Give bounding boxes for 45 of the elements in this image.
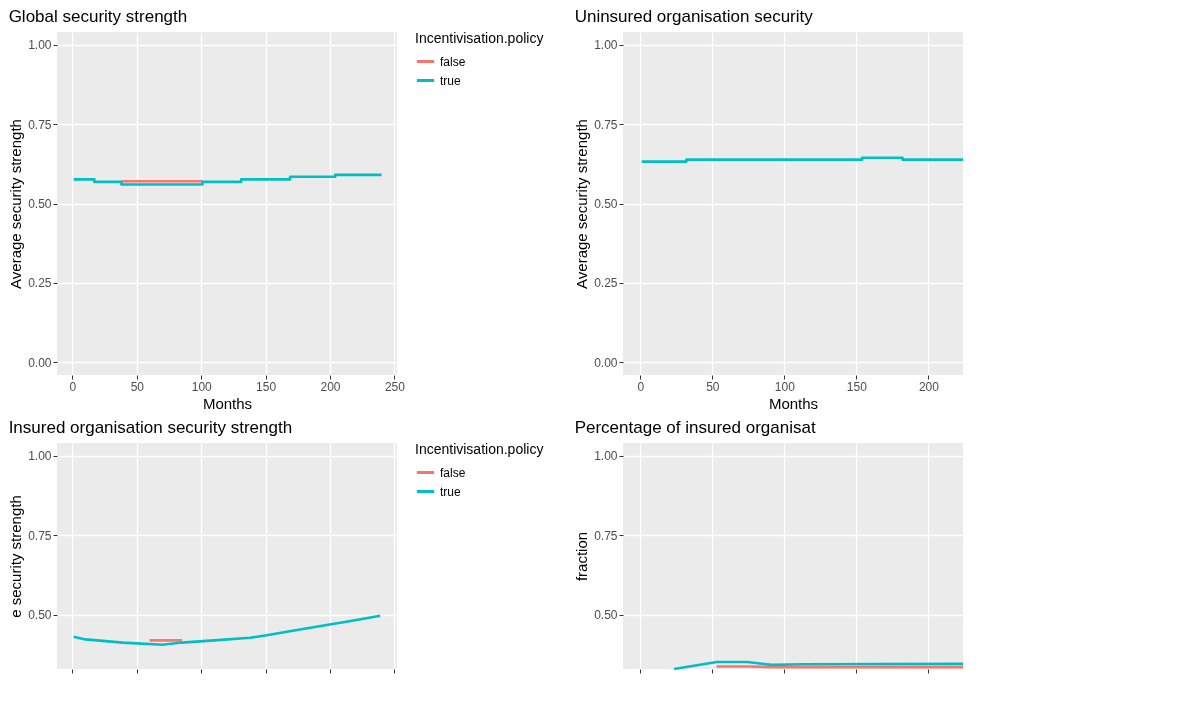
x-tick-label: 200 [320,379,341,394]
y-axis-title: Average security strength [573,119,591,289]
y-tick-label: 0.50 [594,197,618,211]
y-tick-label: 0.75 [594,528,618,543]
y-tick-label: 1.00 [594,38,618,53]
x-tick-label: 50 [706,379,720,394]
x-tick-label: 150 [846,379,868,394]
y-tick-label: 0.25 [594,276,618,291]
legend-label: false [440,465,466,480]
y-tick-label: 0.50 [28,197,52,211]
y-tick-label: 0.00 [28,355,52,370]
x-tick-label: 0 [69,379,77,394]
x-tick-label: 100 [191,379,213,394]
y-tick-label: 0.75 [594,117,618,132]
x-tick-label: 0 [637,379,645,394]
x-tick-label: 250 [384,379,406,394]
y-tick-label: 0.75 [28,117,52,132]
chart-title: Insured organisation security strength [8,418,293,437]
legend-label: false [440,54,466,69]
y-axis-title: fraction [573,531,591,582]
x-tick-label: 150 [256,379,277,394]
x-axis-title: Months [768,394,819,412]
chart-title: Uninsured organisation security [574,7,814,26]
y-axis-title: Average security strength [7,119,25,289]
y-axis-title: e security strength [7,495,25,618]
chart-title: Percentage of insured organisat [574,418,816,437]
legend-label: true [440,484,461,499]
y-tick-label: 0.00 [594,355,618,370]
y-tick-label: 0.50 [594,608,618,623]
y-tick-label: 1.00 [28,449,52,464]
legend-title: Incentivisation.policy [415,30,544,46]
chart-title: Global security strength [8,7,188,26]
line-series [672,660,965,671]
x-tick-label: 200 [918,379,940,394]
legend-title: Incentivisation.policy [415,441,544,457]
y-tick-label: 0.25 [28,276,52,291]
x-axis-title: Months [202,394,253,412]
y-tick-label: 0.50 [28,608,52,623]
line-series [72,614,382,647]
legend-label: true [440,73,461,88]
x-tick-label: 50 [130,379,145,394]
y-tick-label: 1.00 [28,38,52,53]
x-tick-label: 100 [774,379,796,394]
y-tick-label: 1.00 [594,449,618,464]
y-tick-label: 0.75 [28,528,52,543]
